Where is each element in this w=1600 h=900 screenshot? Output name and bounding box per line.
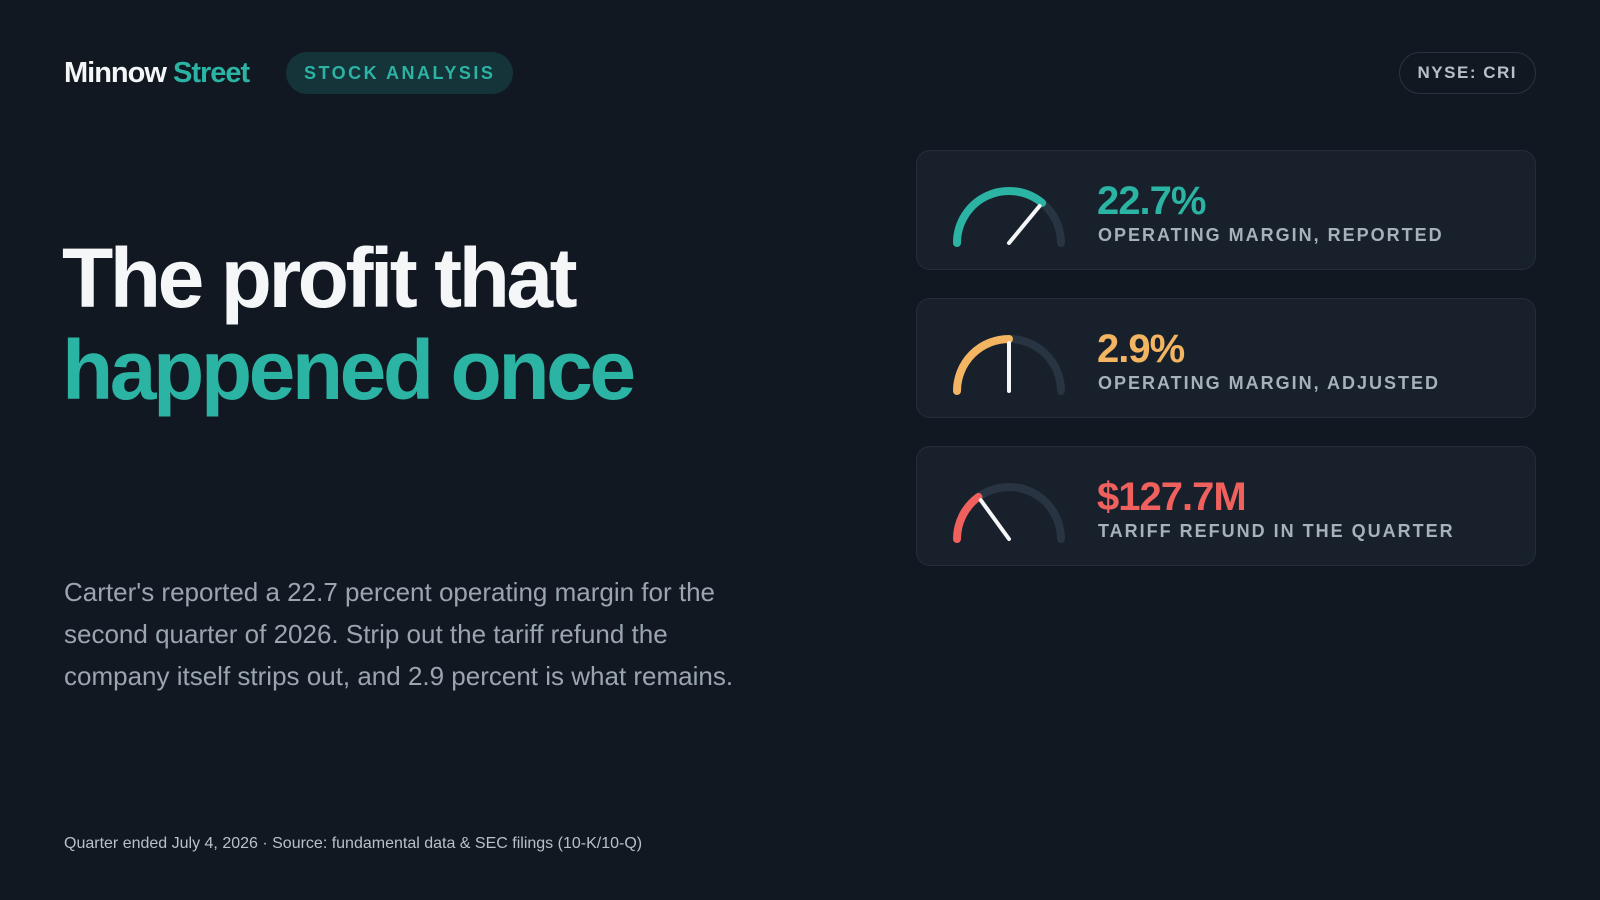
header: Minnow Street STOCK ANALYSIS NYSE: CRI [64, 52, 1536, 94]
gauge-track [953, 483, 1065, 543]
metric-label: TARIFF REFUND IN THE QUARTER [1098, 521, 1455, 541]
summary-paragraph: Carter's reported a 22.7 percent operati… [64, 577, 734, 691]
brand-name-part2: Street [172, 57, 250, 89]
gauge-fill [953, 492, 983, 543]
metric-value: 2.9% [1097, 327, 1185, 371]
brand-name-part1: Minnow [64, 57, 167, 89]
gauge-track [953, 187, 1065, 247]
metric-label: OPERATING MARGIN, REPORTED [1098, 225, 1444, 245]
footnote: Quarter ended July 4, 2026 · Source: fun… [64, 835, 643, 852]
gauge-needle [1007, 204, 1042, 245]
metric-card-reported-margin: 22.7% OPERATING MARGIN, REPORTED [916, 150, 1536, 270]
gauge-icon [953, 483, 1065, 543]
headline: The profit that happened once [62, 231, 636, 417]
metric-card-adjusted-margin: 2.9% OPERATING MARGIN, ADJUSTED [916, 298, 1536, 418]
ticker-badge: NYSE: CRI [1398, 52, 1536, 94]
metric-card-tariff-refund: $127.7M TARIFF REFUND IN THE QUARTER [916, 446, 1536, 566]
metric-cards: 22.7% OPERATING MARGIN, REPORTED 2.9% OP… [916, 150, 1536, 594]
gauge-fill [953, 187, 1047, 247]
headline-line-1: The profit that [62, 231, 578, 325]
metric-value: $127.7M [1097, 475, 1247, 519]
gauge-icon [953, 335, 1065, 395]
gauge-icon [953, 187, 1065, 247]
section-tag: STOCK ANALYSIS [286, 52, 514, 94]
brand-logo[interactable]: Minnow Street [64, 57, 250, 89]
metric-value: 22.7% [1097, 179, 1206, 223]
gauge-fill [953, 335, 1013, 395]
metric-label: OPERATING MARGIN, ADJUSTED [1098, 373, 1441, 393]
gauge-needle [978, 498, 1011, 541]
headline-line-2: happened once [62, 323, 636, 417]
